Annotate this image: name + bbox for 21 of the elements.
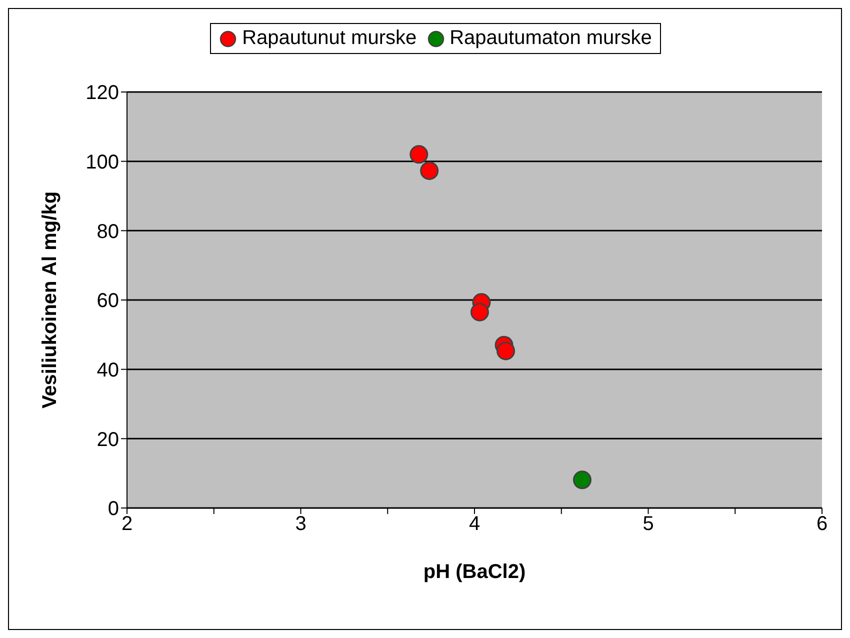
- x-tick-label: 4: [468, 513, 480, 536]
- x-axis-title: pH (BaCl2): [423, 561, 526, 583]
- x-tick-label: 2: [121, 513, 133, 536]
- point: [420, 161, 439, 180]
- x-tick-label: 6: [816, 513, 828, 536]
- point: [410, 145, 428, 164]
- x-tick-label: 3: [295, 513, 306, 536]
- y-axis-title: Vesiliukoinen Al mg/kg: [39, 191, 62, 409]
- y-tick-label: 100: [86, 151, 119, 174]
- point: [572, 470, 592, 490]
- point: [496, 342, 516, 360]
- x-tick-label: 5: [642, 513, 654, 536]
- legend-label: Rapautumaton murske: [448, 27, 652, 50]
- y-tick-label: 0: [108, 498, 119, 520]
- y-tick-label: 60: [96, 290, 119, 312]
- y-tick-label: 20: [96, 428, 119, 451]
- y-tick-label: 40: [96, 359, 119, 382]
- y-tick-label: 80: [96, 220, 119, 243]
- legend-label: Rapautunut murske: [241, 27, 417, 50]
- point: [470, 302, 489, 322]
- y-tick-label: 120: [86, 82, 119, 104]
